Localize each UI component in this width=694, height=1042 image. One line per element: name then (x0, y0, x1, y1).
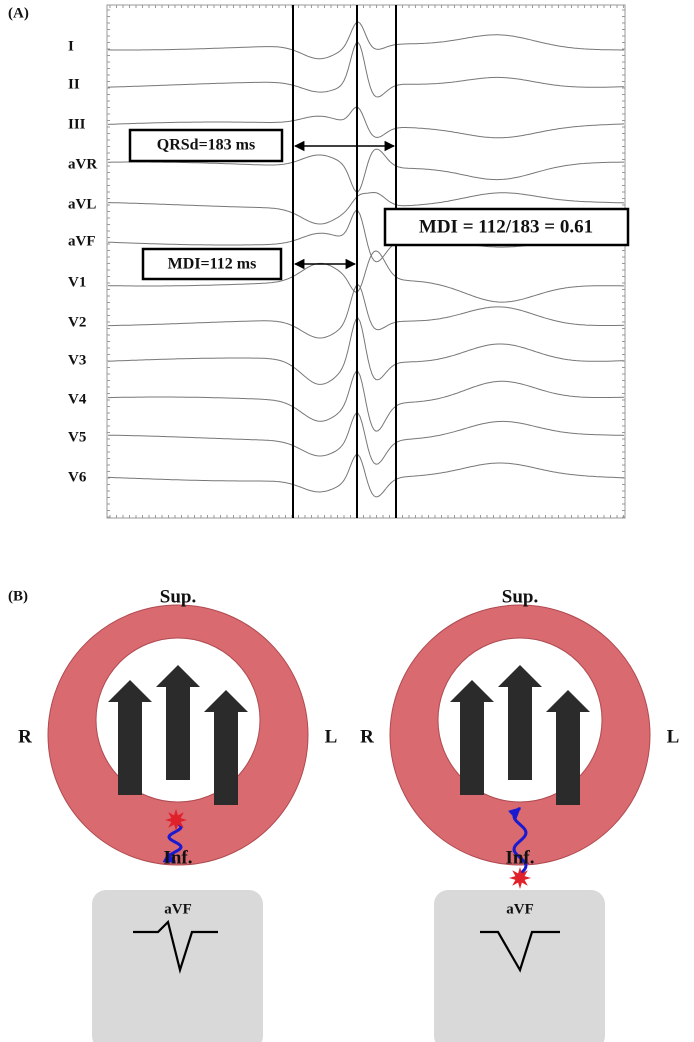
panel-label: (A) (8, 5, 29, 21)
ecg-trace (108, 285, 624, 338)
lead-label: V5 (68, 429, 86, 445)
lead-label: V4 (68, 391, 87, 407)
right-label: R (18, 726, 32, 747)
lead-label: III (68, 116, 86, 132)
right-label: R (360, 726, 374, 747)
lead-label: V3 (68, 352, 86, 368)
ecg-trace (108, 413, 624, 464)
superior-label: Sup. (502, 586, 538, 607)
ecg-trace (108, 455, 624, 497)
qrsd-label: QRSd=183 ms (157, 137, 255, 154)
origin-star (509, 867, 531, 889)
lead-label: V2 (68, 314, 86, 330)
ecg-trace (108, 22, 624, 59)
lead-label: V1 (68, 274, 86, 290)
inferior-label: Inf. (505, 847, 534, 868)
figure: (A) IIIIIIaVRaVLaVFV1V2V3V4V5V6 QRSd=183… (0, 0, 694, 1042)
origin-star (165, 809, 187, 831)
lead-name: aVF (506, 901, 534, 917)
lead-label: aVR (68, 156, 97, 172)
activation-arrow (156, 665, 200, 780)
left-label: L (667, 726, 680, 747)
lead-label: aVF (68, 233, 96, 249)
superior-label: Sup. (160, 586, 196, 607)
lead-label: V6 (68, 469, 87, 485)
lead-label: I (68, 38, 74, 54)
lead-label: II (68, 76, 80, 92)
mdi-label: MDI=112 ms (168, 256, 257, 273)
lead-name: aVF (164, 901, 192, 917)
ecg-trace (108, 318, 624, 384)
left-label: L (325, 726, 338, 747)
ecg-trace (108, 372, 624, 432)
ratio-label: MDI = 112/183 = 0.61 (419, 216, 593, 237)
inferior-label: Inf. (163, 847, 192, 868)
activation-arrow (498, 665, 542, 780)
ecg-trace (108, 42, 624, 97)
panel-label: (B) (8, 588, 28, 604)
lead-label: aVL (68, 196, 96, 212)
